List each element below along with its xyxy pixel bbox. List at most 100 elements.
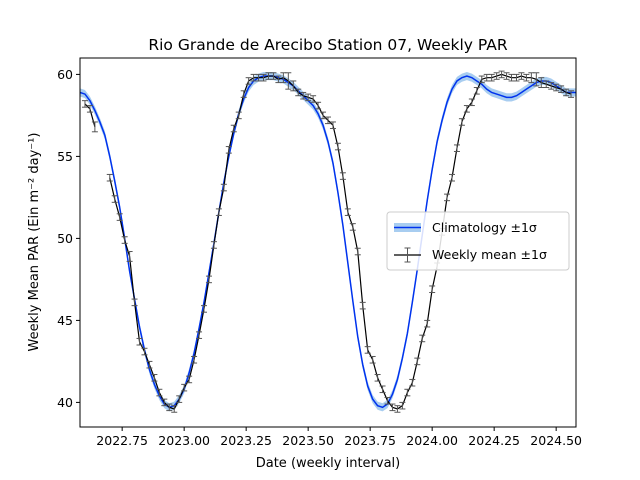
weekly-error-bar [449,173,455,182]
weekly-error-bar [444,193,451,202]
weekly-error-bar [240,90,247,98]
weekly-error-bar [553,83,560,92]
weekly-error-bar [131,298,138,307]
weekly-error-bar [111,195,118,203]
climatology-line [80,75,576,409]
weekly-error-bar [126,251,133,262]
weekly-error-bar [91,121,98,133]
weekly-error-bar [285,72,292,90]
weekly-error-bar [513,73,520,82]
weekly-error-bar [166,403,173,412]
legend-weekly-label: Weekly mean ±1σ [432,247,547,262]
weekly-error-bar [414,357,421,366]
weekly-error-bar [568,90,575,98]
y-axis-label-text: Weekly Mean PAR (Ein m⁻² day⁻¹) [27,133,42,352]
weekly-error-bar [394,405,401,413]
weekly-error-bar [429,285,436,294]
weekly-error-bar [181,383,188,392]
weekly-error-bar [478,75,485,84]
x-axis-label: Date (weekly interval) [256,456,401,471]
weekly-error-bar [215,208,222,216]
weekly-error-bar [374,374,381,382]
y-tick-label: 45 [57,313,73,328]
weekly-error-bar [453,144,460,152]
weekly-mean-layer [81,70,575,413]
weekly-error-bar [364,346,371,354]
weekly-error-bar [498,70,505,79]
weekly-error-bar [176,395,183,403]
y-tick-label: 55 [57,149,73,164]
weekly-error-bar [344,208,351,216]
weekly-error-bar [325,116,331,125]
y-axis: 40 45 50 55 60 [57,67,80,410]
legend-climatology-label: Climatology ±1σ [432,220,537,235]
weekly-error-bar [146,360,153,369]
weekly-error-bar [349,223,356,231]
x-tick-label: 2024.00 [406,433,458,448]
chart-title: Rio Grande de Arecibo Station 07, Weekly… [148,36,507,54]
weekly-error-bar [201,305,207,313]
weekly-error-bar [379,385,386,394]
weekly-error-bar [518,72,525,80]
weekly-error-bar [290,80,297,92]
weekly-error-bar [136,337,143,346]
legend: Climatology ±1σ Weekly mean ±1σ [386,211,570,271]
weekly-error-bar [369,355,376,364]
x-tick-label: 2023.00 [158,433,210,448]
weekly-error-bar [171,405,178,413]
weekly-error-bar [186,375,193,384]
weekly-error-bar [533,72,540,87]
x-tick-label: 2022.75 [96,433,148,448]
weekly-error-bar [320,111,327,120]
weekly-error-bar [245,77,252,85]
weekly-error-bar [404,388,411,397]
weekly-error-bar [191,355,198,364]
weekly-error-bar [419,334,426,343]
weekly-error-bar [488,73,495,82]
weekly-error-bar [493,72,500,80]
weekly-error-bar [334,142,341,151]
plot-frame [79,57,577,428]
x-tick-label: 2023.75 [344,433,396,448]
x-axis: 2022.75 2023.00 2023.25 2023.50 2023.75 2024.… [96,427,582,448]
x-tick-label: 2024.25 [468,433,520,448]
weekly-mean-line [109,73,572,410]
weekly-error-bar [270,72,277,80]
y-tick-label: 50 [57,231,73,246]
x-tick-label: 2024.50 [530,433,582,448]
weekly-error-bar [339,172,346,180]
weekly-error-bar [399,401,406,410]
weekly-error-bar [315,101,322,110]
weekly-error-bar [205,275,212,284]
weekly-error-bar [389,403,396,412]
weekly-error-bar [354,247,361,256]
weekly-error-bar [548,82,555,90]
weekly-error-bar [468,98,475,107]
weekly-error-bar [230,124,237,133]
weekly-error-bar [81,100,88,108]
weekly-error-bar [151,374,158,382]
weekly-error-bar [295,88,302,97]
plot-area [79,57,577,428]
weekly-error-bar [220,183,227,192]
weekly-error-bar [473,87,480,95]
weekly-error-bar [235,111,242,120]
weekly-error-bar [305,93,312,102]
weekly-error-bar [300,91,307,100]
weekly-error-bar [558,85,565,93]
weekly-error-bar [141,347,148,356]
weekly-error-bar [543,80,550,89]
weekly-error-bar [409,378,416,387]
weekly-error-bar [225,146,232,154]
weekly-error-bar [503,72,510,80]
climatology-line-layer [80,75,576,409]
weekly-error-bar [106,173,113,182]
weekly-error-bar [116,213,123,221]
legend-box [386,211,570,271]
y-tick-label: 60 [57,67,73,82]
weekly-error-bar [196,331,203,339]
weekly-error-bar [161,398,168,407]
weekly-error-bar [86,105,93,113]
weekly-error-bar [359,301,366,310]
